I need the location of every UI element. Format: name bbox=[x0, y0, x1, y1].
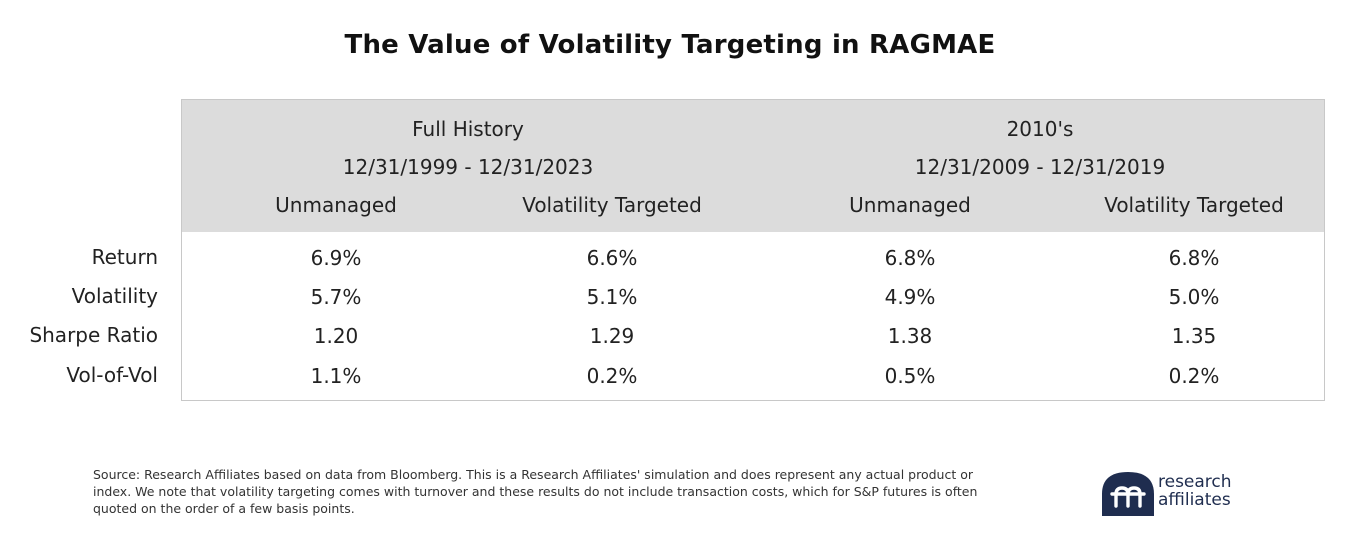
table-cell: 0.2% bbox=[1168, 364, 1220, 388]
table-cell: 6.9% bbox=[310, 246, 362, 270]
table-cell: 1.1% bbox=[310, 364, 362, 388]
table-cell: 1.35 bbox=[1171, 324, 1217, 348]
column-header: Volatility Targeted bbox=[1104, 193, 1284, 217]
table-cell: 1.38 bbox=[887, 324, 933, 348]
column-header: Volatility Targeted bbox=[522, 193, 702, 217]
row-label-volatility: Volatility bbox=[71, 284, 158, 308]
table-cell: 5.1% bbox=[586, 285, 638, 309]
table-cell: 5.0% bbox=[1168, 285, 1220, 309]
table-cell: 1.29 bbox=[589, 324, 635, 348]
row-label-sharpe-ratio: Sharpe Ratio bbox=[29, 323, 158, 347]
table-cell: 0.5% bbox=[884, 364, 936, 388]
logo-mark-icon bbox=[1102, 472, 1154, 516]
research-affiliates-logo: research affiliates bbox=[1102, 472, 1262, 518]
row-label-vol-of-vol: Vol-of-Vol bbox=[66, 363, 158, 387]
row-label-return: Return bbox=[91, 245, 158, 269]
group-name-full-history: Full History bbox=[412, 117, 524, 141]
group-period-full-history: 12/31/1999 - 12/31/2023 bbox=[342, 155, 594, 179]
table-header: Full History 12/31/1999 - 12/31/2023 Unm… bbox=[182, 100, 1324, 232]
table-cell: 6.8% bbox=[1168, 246, 1220, 270]
table-cell: 4.9% bbox=[884, 285, 936, 309]
column-header: Unmanaged bbox=[849, 193, 971, 217]
group-period-2010s: 12/31/2009 - 12/31/2019 bbox=[914, 155, 1166, 179]
logo-text: research affiliates bbox=[1158, 473, 1232, 509]
table-cell: 5.7% bbox=[310, 285, 362, 309]
results-table: Full History 12/31/1999 - 12/31/2023 Unm… bbox=[181, 99, 1325, 401]
table-cell: 0.2% bbox=[586, 364, 638, 388]
source-note: Source: Research Affiliates based on dat… bbox=[93, 467, 978, 516]
chart-title: The Value of Volatility Targeting in RAG… bbox=[344, 30, 996, 60]
table-cell: 6.8% bbox=[884, 246, 936, 270]
logo-line-1: research bbox=[1158, 472, 1232, 492]
table-cell: 1.20 bbox=[313, 324, 359, 348]
logo-line-2: affiliates bbox=[1158, 490, 1231, 510]
group-name-2010s: 2010's bbox=[1006, 117, 1074, 141]
column-header: Unmanaged bbox=[275, 193, 397, 217]
table-cell: 6.6% bbox=[586, 246, 638, 270]
